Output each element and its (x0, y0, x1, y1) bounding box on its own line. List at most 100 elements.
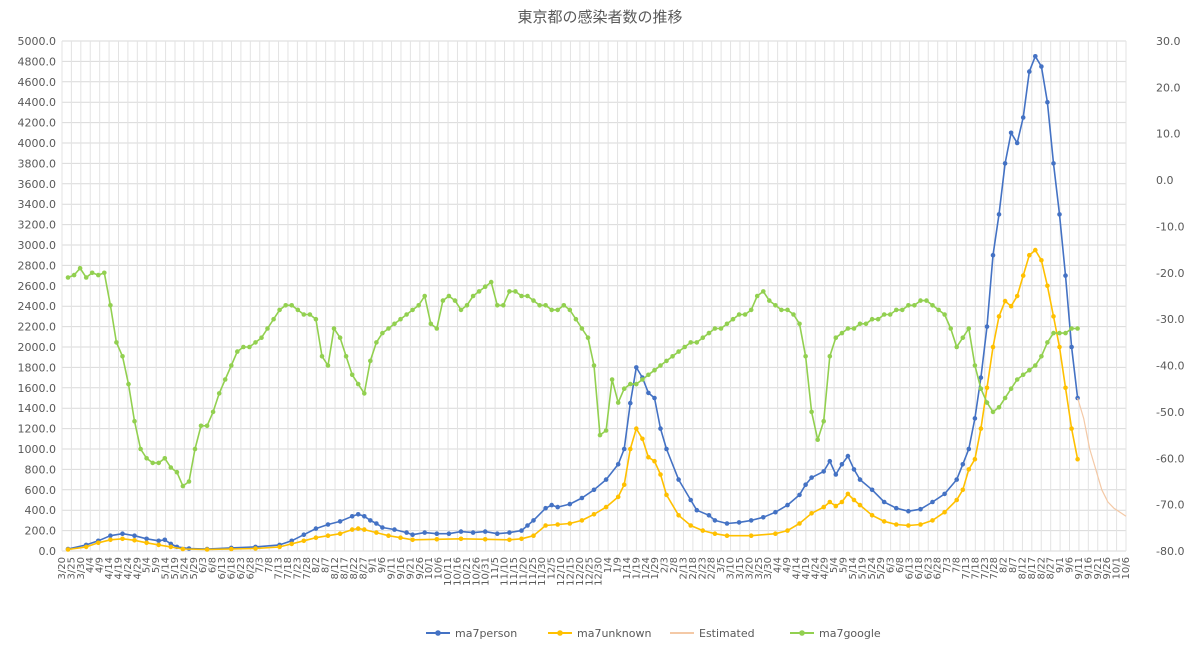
series-layer (65, 54, 1127, 552)
x-tick-label: 3/20 (744, 557, 755, 579)
data-point-ma7unknown (1027, 252, 1032, 258)
y-left-tick-label: 4600.0 (18, 76, 57, 89)
data-point-ma7google (174, 469, 180, 475)
y-left-tick-label: 1200.0 (18, 423, 57, 436)
data-point-ma7google (591, 363, 597, 368)
data-point-ma7google (984, 400, 990, 405)
data-point-ma7google (319, 354, 325, 359)
data-point-ma7google (900, 307, 905, 313)
data-point-ma7unknown (603, 504, 609, 510)
data-point-ma7unknown (712, 531, 718, 536)
data-point-ma7google (259, 335, 264, 341)
x-axis: 3/203/253/304/44/94/144/194/244/295/45/9… (57, 557, 1132, 586)
y-left-tick-label: 800.0 (25, 463, 57, 476)
data-point-ma7unknown (978, 426, 984, 431)
data-point-ma7google (132, 418, 137, 424)
data-point-ma7unknown (972, 456, 978, 462)
data-point-ma7google (573, 316, 579, 322)
data-point-ma7google (948, 326, 953, 331)
data-point-ma7google (549, 307, 554, 313)
data-point-ma7google (688, 340, 693, 345)
data-point-ma7person (984, 324, 990, 329)
data-point-ma7google (754, 293, 760, 299)
data-point-ma7unknown (1051, 314, 1056, 319)
data-point-ma7google (452, 298, 458, 303)
data-point-ma7person (301, 532, 307, 537)
data-point-ma7google (652, 367, 657, 373)
y-right-tick-label: -60.0 (1156, 452, 1184, 465)
data-point-ma7google (501, 303, 506, 308)
x-tick-label: 7/23 (292, 557, 303, 579)
data-point-ma7google (839, 330, 845, 336)
chart-title: 東京都の感染者数の推移 (517, 8, 682, 26)
data-point-ma7google (380, 330, 385, 336)
data-point-ma7unknown (96, 540, 101, 546)
x-tick-label: 9/21 (405, 557, 416, 579)
data-point-ma7unknown (658, 472, 663, 477)
x-tick-label: 7/28 (302, 557, 313, 579)
data-point-ma7google (615, 400, 621, 405)
y-left-tick-label: 2200.0 (18, 321, 57, 334)
data-point-ma7unknown (591, 512, 597, 517)
data-point-ma7person (1002, 161, 1008, 166)
data-point-ma7google (730, 316, 736, 322)
data-point-ma7google (531, 298, 536, 303)
data-point-ma7unknown (482, 537, 488, 542)
x-tick-label: 9/6 (377, 557, 388, 573)
data-point-ma7person (156, 538, 161, 544)
data-point-ma7google (628, 381, 633, 387)
data-point-ma7person (785, 502, 790, 508)
data-point-ma7person (458, 529, 464, 534)
data-point-ma7unknown (646, 454, 651, 460)
data-point-ma7person (833, 472, 839, 477)
data-point-ma7person (132, 533, 137, 538)
data-point-ma7person (120, 531, 125, 536)
x-tick-label: 6/3 (886, 557, 897, 573)
data-point-ma7google (658, 363, 663, 368)
data-point-ma7unknown (966, 467, 972, 472)
data-point-ma7google (126, 381, 131, 387)
data-point-ma7google (253, 340, 258, 345)
y-left-tick-label: 1000.0 (18, 443, 57, 456)
data-point-ma7unknown (809, 511, 814, 516)
x-tick-label: 8/12 (1017, 557, 1028, 579)
data-point-ma7google (579, 326, 585, 331)
x-tick-label: 3/20 (57, 557, 68, 579)
data-point-ma7google (724, 321, 730, 327)
data-point-ma7person (579, 495, 585, 501)
data-point-ma7google (863, 321, 869, 327)
data-point-ma7google (930, 303, 935, 308)
x-tick-label: 5/24 (179, 557, 190, 579)
data-point-ma7unknown (688, 523, 693, 528)
data-point-ma7google (603, 428, 609, 433)
data-point-ma7unknown (1039, 258, 1044, 263)
data-point-ma7google (718, 326, 724, 331)
data-point-ma7google (803, 354, 808, 359)
data-point-ma7google (906, 303, 911, 308)
data-point-ma7google (634, 381, 639, 387)
data-point-ma7person (1075, 395, 1080, 401)
y-axis-left: 0.0 200.0 400.0 600.0 800.0 1000.0 1200.0 1400.… (18, 35, 57, 558)
data-point-ma7person (845, 453, 851, 459)
data-point-ma7google (458, 307, 464, 313)
data-point-ma7google (307, 312, 313, 317)
x-tick-label: 4/14 (104, 557, 115, 579)
data-point-ma7unknown (507, 537, 512, 543)
x-tick-label: 9/26 (1102, 557, 1113, 579)
data-point-ma7unknown (664, 492, 669, 498)
data-point-ma7unknown (906, 523, 911, 528)
x-tick-label: 10/11 (443, 557, 454, 586)
data-point-ma7person (519, 528, 524, 533)
y-right-tick-label: 10.0 (1156, 128, 1181, 141)
data-point-ma7google (114, 340, 119, 345)
data-point-ma7unknown (634, 426, 639, 431)
data-point-ma7google (555, 307, 560, 313)
data-point-ma7unknown (954, 497, 959, 503)
data-point-ma7google (700, 335, 706, 341)
data-point-ma7unknown (628, 446, 633, 452)
data-point-ma7unknown (1014, 293, 1020, 299)
data-point-ma7google (585, 335, 591, 341)
data-point-ma7person (773, 509, 778, 515)
data-point-ma7google (247, 344, 252, 350)
